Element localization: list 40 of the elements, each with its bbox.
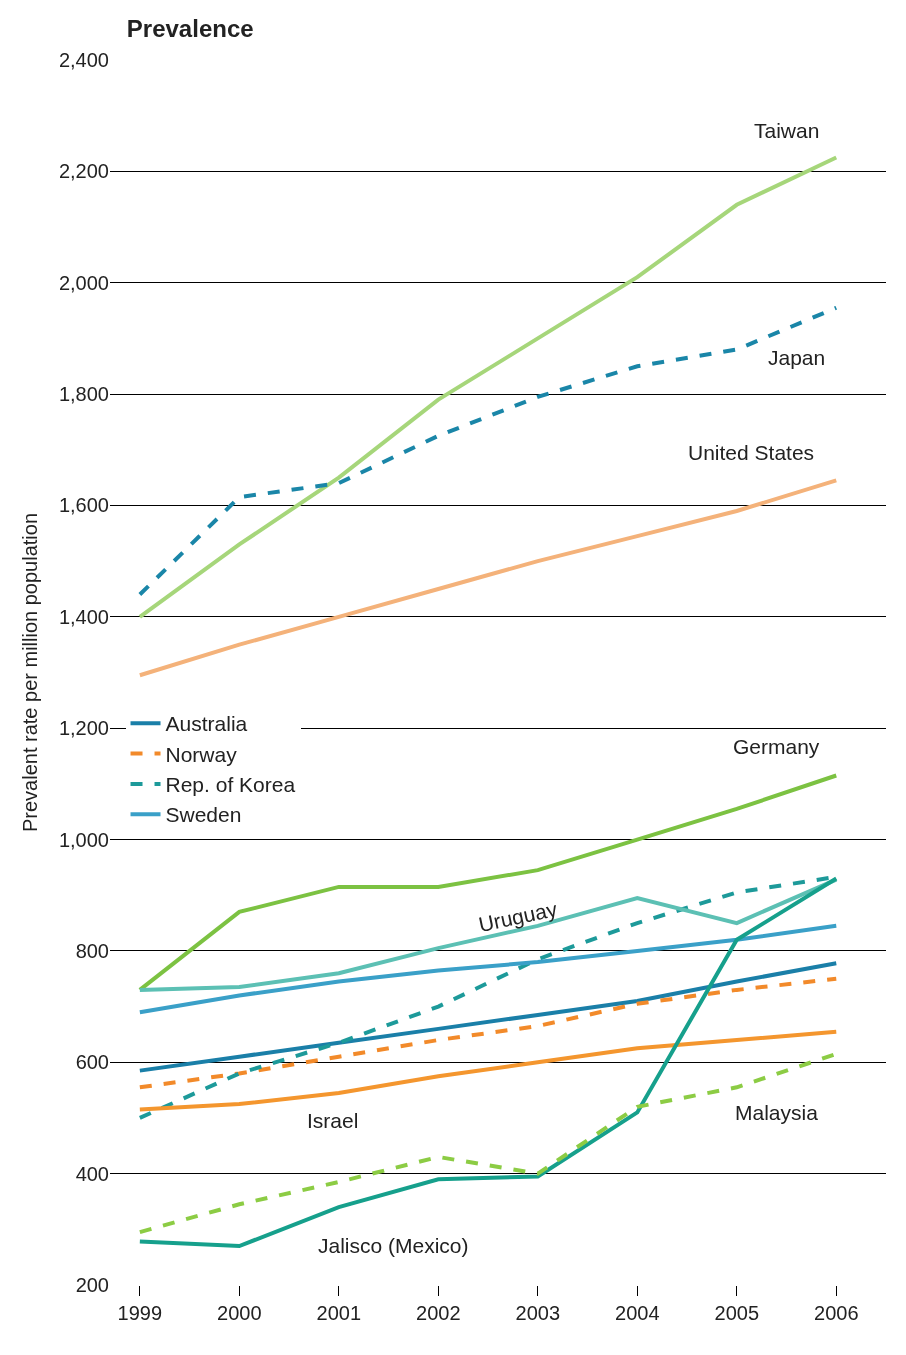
x-tick-label: 1999 [117,1302,163,1324]
y-tick-label: 1,600 [58,494,109,517]
x-tick-label: 2002 [416,1302,461,1324]
chart-title: Prevalence [126,15,254,43]
legend-label: Norway [165,742,238,766]
x-tick-label: 2003 [515,1302,561,1324]
series-label: Malaysia [735,1101,819,1124]
x-tick-label: 2000 [217,1302,262,1324]
series-label: Japan [768,346,826,369]
y-tick-label: 1,000 [58,828,109,851]
series-label: Jalisco (Mexico) [318,1234,469,1257]
y-tick-label: 2,000 [58,271,109,294]
line-series [137,961,839,1073]
y-axis-title: Prevalent rate per million population [19,512,42,833]
y-tick-label: 800 [75,939,109,962]
y-tick-label: 1,200 [58,717,109,740]
y-tick-label: 400 [75,1162,109,1185]
line-series [137,155,839,619]
line-series [137,976,839,1090]
text: Uruguay [476,897,560,937]
y-tick-label: 600 [75,1051,109,1074]
x-tick-label: 2005 [714,1302,760,1324]
y-tick-label: 2,200 [58,160,109,183]
y-tick-label: 2,400 [58,49,109,71]
series-label: Germany [733,735,820,758]
y-tick-label: 1,800 [58,383,109,406]
legend-label: Sweden [165,803,242,827]
x-tick-label: 2004 [615,1302,660,1324]
legend-label: Australia [165,712,248,736]
line-series [137,773,839,992]
series-label: United States [688,441,815,464]
line-series [137,305,839,597]
y-tick-label: 1,400 [58,605,109,628]
series-label: Israel [307,1109,359,1132]
x-tick-label: 2001 [316,1302,362,1324]
x-tick-label: 2006 [814,1302,859,1324]
legend-label: Rep. of Korea [165,773,296,797]
line-series [137,478,839,678]
y-tick-label: 200 [75,1274,109,1296]
series-label: Taiwan [754,119,820,142]
